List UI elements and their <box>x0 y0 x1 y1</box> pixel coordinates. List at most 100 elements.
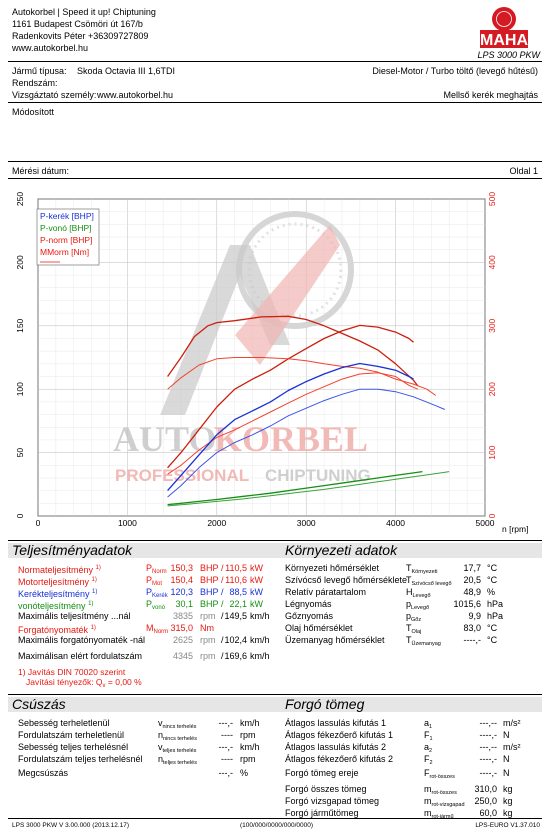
mass-row-unit: N <box>503 768 510 778</box>
series-line-p-norm-base- <box>167 372 419 475</box>
slip-row-symbol: vteljes terhelés <box>158 742 197 754</box>
mass-row-symbol: mrot-vizsgapad <box>424 796 465 808</box>
mass-row-label: Forgó tömeg ereje <box>285 768 359 778</box>
max-rpm-speed-unit: km/h <box>250 651 270 661</box>
chart-series <box>167 315 450 507</box>
max-rpm-speed: 169,6 <box>224 651 247 661</box>
legend-m-norm: MMorm [Nm] <box>40 247 89 257</box>
y-right-tick-label: 0 <box>487 513 497 518</box>
plate-label: Rendszám: <box>12 78 58 88</box>
environment-row-label: Olaj hőmérséklet <box>285 623 353 633</box>
environment-row-label: Relatív páratartalom <box>285 587 367 597</box>
tester-label: Vizsgáztató személy: <box>12 90 97 100</box>
mass-row-value: ----,- <box>479 768 498 778</box>
drive-type: Mellső kerék meghajtás <box>443 90 538 100</box>
performance-row-value1: 3835 <box>172 611 193 621</box>
environment-row-value: 9,9 <box>468 611 481 621</box>
x-tick-label: 3000 <box>297 518 316 528</box>
environment-row-value: 20,5 <box>463 575 481 585</box>
chart-legend: P-kerék [BHP] P-vonó [BHP] P-norm [BHP] … <box>36 208 100 266</box>
logo-a-watermark-icon <box>160 245 290 415</box>
environment-row-unit: hPa <box>487 599 504 609</box>
mass-row-value: ----,- <box>479 754 498 764</box>
dyno-model: LPS 3000 PKW <box>477 50 540 60</box>
performance-row-unit1: rpm <box>200 611 216 621</box>
environment-row-symbol: pGőz <box>406 611 422 623</box>
divider <box>8 818 542 819</box>
mass-row-unit: N <box>503 730 510 740</box>
performance-row-value2: 110,6 <box>225 575 247 585</box>
slip-row-symbol: nteljes terhelés <box>158 754 197 766</box>
slip-row-symbol: vnincs terhelés <box>158 718 197 730</box>
slip-row-unit: km/h <box>240 742 260 752</box>
watermark-professional: PROFESSIONAL <box>115 466 249 485</box>
series-line-p-ker-k-base- <box>167 388 445 498</box>
power-chart: AUTO KORBEL PROFESSIONAL CHIPTUNING 0 100… <box>15 192 528 534</box>
y-right-tick-label: 100 <box>487 445 497 459</box>
max-rpm-label: Maximálisan elért fordulatszám <box>18 651 143 661</box>
mass-row-unit: kg <box>503 796 513 806</box>
slip-row-label: Fordulatszám terheletlenül <box>18 730 125 740</box>
environment-row-unit: °C <box>487 635 498 645</box>
max-torque-speed-unit: km/h <box>250 635 270 645</box>
max-rpm-sep: / <box>221 651 224 661</box>
footnote-din: 1) Javítás DIN 70020 szerint <box>18 667 126 677</box>
mass-row-label: Forgó járműtömeg <box>285 808 359 818</box>
y-right-tick-label: 500 <box>487 192 497 206</box>
slip-row-value: ---- <box>221 754 233 764</box>
performance-row-unit1: BHP <box>200 599 219 609</box>
performance-row-value1: 120,3 <box>170 587 193 597</box>
mass-row-label: Átlagos fékezőerő kifutás 1 <box>285 730 394 740</box>
x-tick-label: 5000 <box>476 518 495 528</box>
legend-p-kerek: P-kerék [BHP] <box>40 211 94 221</box>
mass-row-symbol: a2 <box>424 742 433 754</box>
performance-row-label: Kerékteljesítmény 1) <box>18 589 98 599</box>
slip-row-label: Fordulatszám teljes terhelésnél <box>18 754 143 764</box>
max-torque-rpm-unit: rpm <box>200 635 216 645</box>
performance-row-separator: / <box>221 575 224 585</box>
mass-row-symbol: F2 <box>424 754 433 766</box>
performance-row-label: Normateljesítmény 1) <box>18 565 101 575</box>
environment-row-value: 1015,6 <box>453 599 481 609</box>
environment-row-label: Üzemanyag hőmérséklet <box>285 635 385 645</box>
footer-euro-version: LPS-EURO V1.37.010 <box>475 822 540 829</box>
performance-row-value2: 22,1 <box>229 599 247 609</box>
divider <box>8 540 542 541</box>
watermark-word-auto: AUTO <box>113 419 216 459</box>
slip-row-value: ---,- <box>218 718 234 728</box>
slip-row-unit: km/h <box>240 718 260 728</box>
mass-row-symbol: a1 <box>424 718 433 730</box>
mass-row-label: Átlagos lassulás kifutás 2 <box>285 742 387 752</box>
series-line-m-norm <box>167 315 419 387</box>
x-tick-label: 2000 <box>207 518 226 528</box>
mass-row-value: ---,-- <box>479 742 498 752</box>
performance-row-separator: / <box>221 611 224 621</box>
environment-row-label: Gőznyomás <box>285 611 334 621</box>
section-header-bar <box>8 697 542 712</box>
mass-row-value: 250,0 <box>474 796 497 806</box>
company-name: Autokorbel | Speed it up! Chiptuning <box>12 7 156 17</box>
y-left-tick-label: 150 <box>15 318 25 332</box>
slip-row-unit: rpm <box>240 730 256 740</box>
slip-row-unit: rpm <box>240 754 256 764</box>
mass-row-label: Forgó vizsgapad tömeg <box>285 796 380 806</box>
vehicle-type-value: Skoda Octavia III 1,6TDI <box>77 66 176 76</box>
divider <box>8 161 542 162</box>
torque-unit: Nm <box>200 623 214 633</box>
performance-row-label: vonóteljesítmény 1) <box>18 601 94 611</box>
mass-row-unit: N <box>503 754 510 764</box>
performance-row-unit2: kW <box>250 587 263 597</box>
mass-row-symbol: Frot-összes <box>424 768 455 780</box>
mass-row-symbol: mrot-jármű <box>424 808 454 820</box>
max-rpm-unit: rpm <box>200 651 216 661</box>
environment-title: Környezeti adatok <box>285 542 398 558</box>
y-left-tick-label: 100 <box>15 382 25 396</box>
performance-row-symbol: PNorm <box>146 563 167 575</box>
slip-row-label: Sebesség teljes terhelésnél <box>18 742 129 752</box>
y-right-tick-label: 400 <box>487 255 497 269</box>
watermark: AUTO KORBEL PROFESSIONAL CHIPTUNING <box>113 211 371 485</box>
torque-label: Forgatónyomaték 1) <box>18 625 96 635</box>
series-line-p-ker-k <box>167 362 414 492</box>
x-tick-label: 0 <box>36 518 41 528</box>
performance-row-unit2: kW <box>250 563 263 573</box>
